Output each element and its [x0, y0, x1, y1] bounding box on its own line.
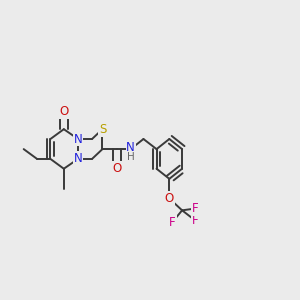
Text: F: F: [192, 202, 199, 215]
Text: F: F: [169, 216, 175, 229]
Text: N: N: [127, 144, 135, 154]
Text: N: N: [74, 133, 82, 146]
Text: O: O: [59, 105, 68, 118]
Text: N: N: [126, 141, 135, 154]
Text: N: N: [74, 152, 82, 165]
Text: O: O: [112, 162, 121, 175]
Text: H: H: [127, 152, 135, 162]
Text: F: F: [192, 214, 199, 227]
Text: S: S: [99, 123, 106, 136]
Text: O: O: [165, 192, 174, 205]
